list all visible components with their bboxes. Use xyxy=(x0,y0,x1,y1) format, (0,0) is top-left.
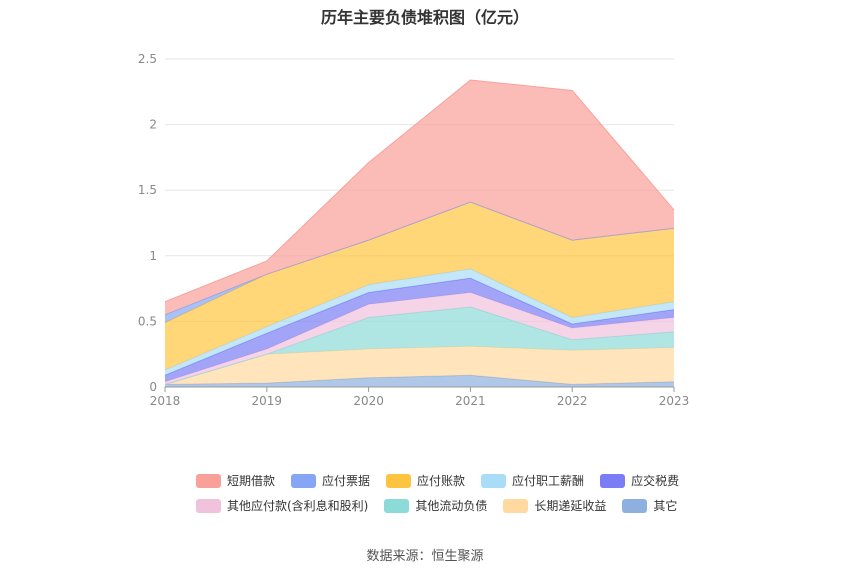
x-tick-label: 2022 xyxy=(557,394,588,408)
x-tick-label: 2019 xyxy=(252,394,283,408)
legend-swatch xyxy=(481,473,507,488)
area-series xyxy=(165,80,674,315)
x-tick-label: 2020 xyxy=(353,394,384,408)
y-tick-label: 0.5 xyxy=(138,314,157,328)
legend-row-1: 短期借款 应付票据 应付账款 应付职工薪酬 应交税费 xyxy=(196,472,716,489)
y-tick-label: 0 xyxy=(149,380,157,394)
legend-item[interactable]: 应付票据 xyxy=(291,472,370,489)
legend: 短期借款 应付票据 应付账款 应付职工薪酬 应交税费 其他应付款(含利息和股利) 其他流动… xyxy=(196,472,716,522)
chart-title: 历年主要负债堆积图（亿元） xyxy=(320,8,529,27)
legend-label: 应付职工薪酬 xyxy=(512,474,585,488)
y-tick-label: 1.5 xyxy=(138,183,157,197)
x-tick-label: 2021 xyxy=(455,394,486,408)
series-line xyxy=(164,79,675,303)
data-source-note: 数据来源：恒生聚源 xyxy=(366,549,484,564)
legend-label: 应交税费 xyxy=(631,474,680,488)
legend-label: 其他应付款(含利息和股利) xyxy=(227,499,369,513)
x-tick-label: 2023 xyxy=(659,394,690,408)
stacked-area-chart: 0 0.5 1 1.5 2 2.5 2018 2019 2020 2021 2022 2023 xyxy=(138,52,690,408)
area-series xyxy=(165,292,674,385)
legend-row-2: 其他应付款(含利息和股利) 其他流动负债 长期递延收益 其它 xyxy=(196,497,716,514)
legend-swatch xyxy=(622,498,648,513)
legend-item[interactable]: 应付职工薪酬 xyxy=(481,472,584,489)
legend-swatch xyxy=(384,498,410,513)
legend-swatch xyxy=(503,498,529,513)
legend-label: 短期借款 xyxy=(227,474,276,488)
legend-item[interactable]: 其它 xyxy=(622,497,677,514)
legend-label: 应付票据 xyxy=(322,474,371,488)
legend-item[interactable]: 其他应付款(含利息和股利) xyxy=(196,497,368,514)
area-series xyxy=(165,346,674,385)
y-tick-label: 2 xyxy=(149,118,157,132)
legend-item[interactable]: 其他流动负债 xyxy=(384,497,487,514)
legend-swatch xyxy=(291,473,317,488)
area-series xyxy=(165,268,674,376)
x-tick-label: 2018 xyxy=(150,394,181,408)
legend-swatch xyxy=(196,498,221,513)
legend-label: 应付账款 xyxy=(417,474,466,488)
legend-swatch xyxy=(600,473,626,488)
legend-label: 长期递延收益 xyxy=(534,499,607,513)
area-series xyxy=(165,375,674,387)
legend-item[interactable]: 短期借款 xyxy=(196,472,275,489)
legend-item[interactable]: 应付账款 xyxy=(386,472,465,489)
legend-label: 其他流动负债 xyxy=(415,499,488,513)
legend-label: 其它 xyxy=(653,499,678,513)
legend-item[interactable]: 长期递延收益 xyxy=(503,497,606,514)
area-series xyxy=(165,307,674,385)
area-series xyxy=(165,202,674,370)
legend-swatch xyxy=(196,473,221,488)
y-tick-label: 2.5 xyxy=(138,52,157,66)
legend-swatch xyxy=(386,473,412,488)
y-tick-label: 1 xyxy=(149,249,157,263)
legend-item[interactable]: 应交税费 xyxy=(600,472,679,489)
